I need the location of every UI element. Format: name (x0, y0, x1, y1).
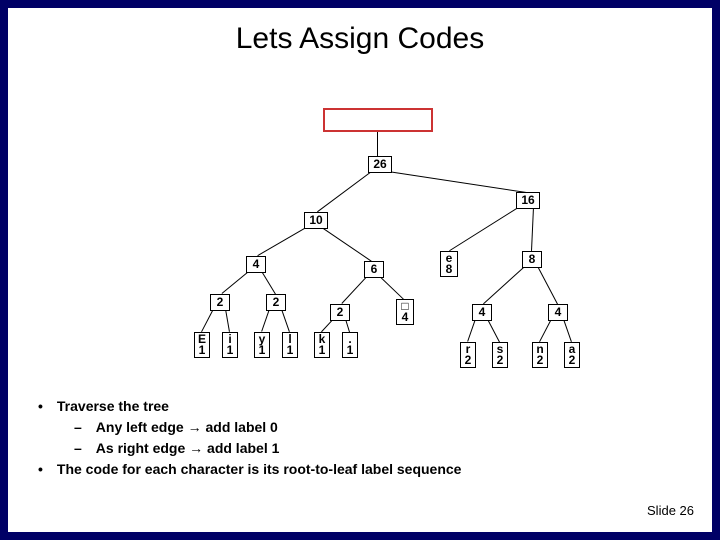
tree-node-n2a: 2 (210, 294, 230, 311)
tree-node-lr: r 2 (460, 342, 476, 368)
tree-edge (321, 227, 372, 262)
bullet-right-pre: – As right edge (74, 440, 189, 456)
bullet-left-pre: – Any left edge (74, 419, 188, 435)
slide-number: Slide 26 (647, 503, 694, 518)
tree-edge (449, 206, 520, 251)
tree-node-lk: k 1 (314, 332, 330, 358)
tree-edge (379, 276, 404, 300)
tree-node-ln: n 2 (532, 342, 548, 368)
tree-edge (225, 309, 230, 332)
bullet-code-sequence: • The code for each character is its roo… (38, 459, 461, 480)
tree-node-n4c: 4 (548, 304, 568, 321)
huffman-tree: 26 10 16 4 6 e 8 8 2 2 2 □ 4 4 4 E 1 i 1 y 1 l 1 k 1 . 1 r … (108, 108, 628, 388)
root-placeholder-box (323, 108, 433, 132)
arrow-icon: → (188, 417, 202, 438)
tree-edge (317, 170, 373, 212)
bullet-right-edge: – As right edge → add label 1 (74, 438, 461, 459)
tree-node-la: a 2 (564, 342, 580, 368)
bullet-traverse: • Traverse the tree (38, 396, 461, 417)
tree-node-nsp4: □ 4 (396, 299, 414, 325)
slide-title: Lets Assign Codes (8, 22, 712, 56)
tree-node-n2b: 2 (266, 294, 286, 311)
tree-edge (467, 319, 476, 342)
tree-edge (258, 226, 308, 256)
tree-node-ne8: e 8 (440, 251, 458, 277)
tree-edge (539, 319, 552, 342)
slide: Lets Assign Codes 26 10 16 4 6 e 8 8 2 2 2 □ 4 4 4 E … (0, 0, 720, 540)
arrow-icon: → (189, 438, 203, 459)
tree-edge (388, 171, 526, 193)
bullet-left-edge: – Any left edge → add label 0 (74, 417, 461, 438)
tree-node-ll: l 1 (282, 332, 298, 358)
tree-edge (537, 266, 558, 304)
tree-node-n8: 8 (522, 251, 542, 268)
tree-node-n4a: 4 (246, 256, 266, 273)
tree-node-n10: 10 (304, 212, 328, 229)
tree-edge (261, 309, 270, 332)
tree-edge (483, 265, 526, 304)
tree-edge (487, 319, 500, 342)
tree-node-n2c: 2 (330, 304, 350, 321)
tree-edge (531, 207, 534, 251)
bullet-right-post: add label 1 (203, 440, 279, 456)
tree-edge (201, 309, 214, 332)
bullet-list: • Traverse the tree – Any left edge → ad… (38, 396, 461, 480)
tree-node-n4b: 4 (472, 304, 492, 321)
tree-node-ly: y 1 (254, 332, 270, 358)
tree-node-ldot: . 1 (342, 332, 358, 358)
tree-edge (221, 270, 250, 294)
tree-node-ls: s 2 (492, 342, 508, 368)
tree-node-n6: 6 (364, 261, 384, 278)
tree-node-n26: 26 (368, 156, 392, 173)
tree-node-lE: E 1 (194, 332, 210, 358)
tree-edge (281, 309, 290, 332)
tree-node-n16: 16 (516, 192, 540, 209)
bullet-left-post: add label 0 (202, 419, 278, 435)
tree-edge (377, 132, 378, 156)
tree-edge (563, 319, 572, 342)
tree-edge (261, 271, 276, 295)
tree-edge (341, 275, 368, 304)
tree-node-li: i 1 (222, 332, 238, 358)
